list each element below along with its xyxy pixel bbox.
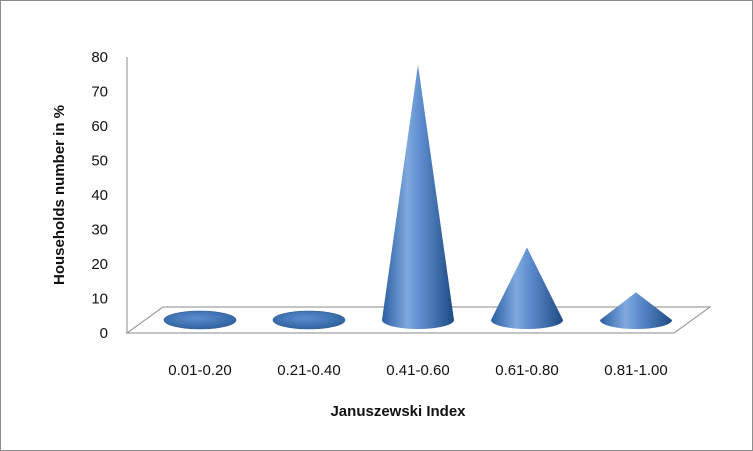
x-tick-label: 0.61-0.80 (495, 362, 558, 379)
x-axis-title: Januszewski Index (330, 403, 466, 420)
y-tick-label: 0 (100, 325, 108, 342)
y-tick-label: 70 (91, 84, 108, 101)
y-tick-labels: 0 10 20 30 40 50 60 70 80 (91, 49, 108, 342)
y-axis-title: Households number in % (51, 105, 68, 285)
x-tick-label: 0.41-0.60 (386, 362, 449, 379)
y-tick-label: 80 (91, 49, 108, 66)
y-tick-label: 60 (91, 118, 108, 135)
y-tick-label: 10 (91, 291, 108, 308)
cone-body (382, 64, 454, 329)
cone-base-disc (272, 310, 346, 330)
cone-base-disc (163, 310, 237, 330)
y-tick-label: 40 (91, 187, 108, 204)
cones (163, 64, 672, 330)
cone-bar (382, 64, 454, 329)
x-tick-label: 0.81-1.00 (604, 362, 667, 379)
x-tick-label: 0.01-0.20 (168, 362, 231, 379)
x-tick-label: 0.21-0.40 (277, 362, 340, 379)
y-tick-label: 50 (91, 153, 108, 170)
cone-bar (272, 310, 346, 330)
x-tick-labels: 0.01-0.20 0.21-0.40 0.41-0.60 0.61-0.80 0.81… (168, 362, 667, 379)
y-tick-label: 20 (91, 256, 108, 273)
y-tick-label: 30 (91, 222, 108, 239)
cone-body (491, 247, 563, 329)
cone-bar (491, 247, 563, 329)
cone-bar (600, 292, 672, 329)
cone-bar (163, 310, 237, 330)
cone-body (600, 292, 672, 329)
